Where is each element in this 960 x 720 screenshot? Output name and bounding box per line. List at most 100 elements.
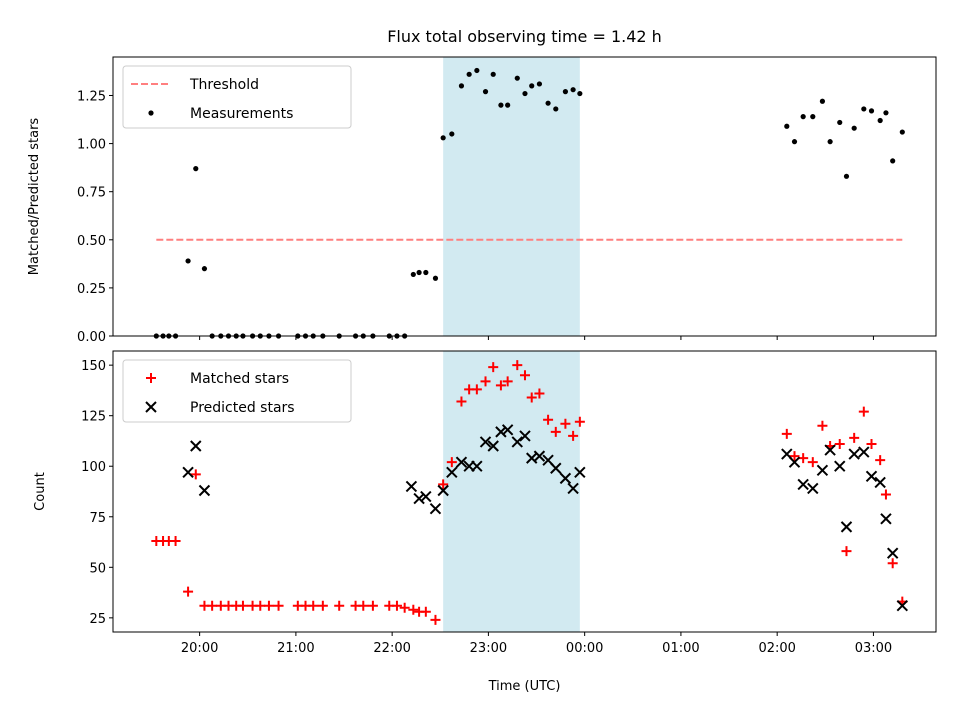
- y-tick-label: 0.00: [77, 330, 106, 345]
- measurement-point: [844, 174, 849, 179]
- matched-star-point: [888, 558, 898, 568]
- y-tick-label: 25: [89, 612, 106, 627]
- measurement-point: [837, 120, 842, 125]
- y-tick-label: 50: [89, 561, 106, 576]
- matched-star-point: [849, 433, 859, 443]
- x-tick-label: 00:00: [566, 641, 603, 656]
- legend-measurement-swatch: [148, 110, 153, 115]
- x-tick-label: 01:00: [662, 641, 699, 656]
- matched-star-point: [421, 607, 431, 617]
- measurement-point: [202, 266, 207, 271]
- measurement-point: [861, 106, 866, 111]
- measurement-point: [801, 114, 806, 119]
- measurement-point: [185, 258, 190, 263]
- measurement-point: [900, 129, 905, 134]
- observing-window-shade: [443, 57, 580, 336]
- predicted-star-point: [199, 485, 209, 495]
- measurement-point: [483, 89, 488, 94]
- measurement-point: [515, 76, 520, 81]
- measurement-point: [522, 91, 527, 96]
- measurement-point: [890, 158, 895, 163]
- predicted-star-point: [808, 483, 818, 493]
- measurement-point: [828, 139, 833, 144]
- top-y-axis-ticks: 0.00 0.25 0.50 0.75 1.00 1.25: [77, 89, 113, 345]
- measurement-point: [537, 81, 542, 86]
- bottom-subplot-counts: 25 50 75 100 125 150 20:00 21:00 22:00 23:00 00:0…: [33, 351, 936, 694]
- matched-star-point: [207, 601, 217, 611]
- bottom-legend: Matched stars Predicted stars: [123, 360, 351, 422]
- matched-star-point: [808, 457, 818, 467]
- predicted-star-point: [867, 471, 877, 481]
- y-tick-label: 75: [89, 511, 106, 526]
- matched-star-point: [318, 601, 328, 611]
- predicted-star-point: [817, 465, 827, 475]
- y-tick-label: 1.00: [77, 138, 106, 153]
- top-y-axis-label: Matched/Predicted stars: [27, 118, 42, 276]
- measurement-point: [792, 139, 797, 144]
- legend-label: Predicted stars: [190, 400, 295, 416]
- predicted-star-point: [406, 481, 416, 491]
- measurement-point: [869, 108, 874, 113]
- predicted-star-point: [841, 522, 851, 532]
- chart-title: Flux total observing time = 1.42 h: [387, 27, 662, 46]
- measurement-point: [193, 166, 198, 171]
- measurement-point: [467, 72, 472, 77]
- matched-star-point: [255, 601, 265, 611]
- measurement-point: [491, 72, 496, 77]
- measurement-point: [571, 87, 576, 92]
- matched-star-point: [430, 615, 440, 625]
- predicted-star-point: [849, 449, 859, 459]
- y-tick-label: 0.25: [77, 282, 106, 297]
- matched-star-point: [392, 601, 402, 611]
- matched-star-point: [308, 601, 318, 611]
- top-legend: Threshold Measurements: [123, 66, 351, 128]
- matched-star-point: [817, 421, 827, 431]
- predicted-star-point: [859, 447, 869, 457]
- measurement-point: [852, 126, 857, 131]
- matched-star-point: [408, 605, 418, 615]
- top-x-axis-ticks: [200, 336, 874, 340]
- matched-star-point: [171, 536, 181, 546]
- matched-star-point: [859, 407, 869, 417]
- measurement-point: [449, 131, 454, 136]
- x-tick-label: 03:00: [855, 641, 892, 656]
- matched-star-point: [183, 587, 193, 597]
- x-tick-label: 02:00: [758, 641, 795, 656]
- measurement-point: [553, 106, 558, 111]
- matched-star-point: [274, 601, 284, 611]
- x-tick-label: 20:00: [181, 641, 218, 656]
- matched-star-point: [835, 439, 845, 449]
- matched-star-point: [881, 490, 891, 500]
- bottom-y-axis-ticks: 25 50 75 100 125 150: [81, 359, 113, 627]
- y-tick-label: 0.50: [77, 234, 106, 249]
- matched-star-point: [264, 601, 274, 611]
- measurement-point: [441, 135, 446, 140]
- bottom-x-axis-ticks: 20:00 21:00 22:00 23:00 00:00 01:00 02:00 03:00: [181, 632, 892, 656]
- observing-window-shade: [443, 351, 580, 632]
- predicted-star-point: [875, 477, 885, 487]
- predicted-star-point: [835, 461, 845, 471]
- measurement-point: [784, 124, 789, 129]
- x-tick-label: 22:00: [373, 641, 410, 656]
- predicted-star-point: [888, 548, 898, 558]
- measurement-point: [545, 101, 550, 106]
- measurement-point: [474, 68, 479, 73]
- matched-star-point: [334, 601, 344, 611]
- y-tick-label: 1.25: [77, 89, 106, 104]
- x-tick-label: 23:00: [470, 641, 507, 656]
- legend-label: Measurements: [190, 106, 293, 122]
- matched-star-point: [782, 429, 792, 439]
- measurement-point: [416, 270, 421, 275]
- predicted-star-point: [798, 479, 808, 489]
- x-axis-label: Time (UTC): [488, 679, 561, 694]
- measurement-point: [529, 83, 534, 88]
- matched-star-point: [368, 601, 378, 611]
- matched-star-point: [238, 601, 248, 611]
- y-tick-label: 100: [81, 460, 106, 475]
- y-tick-label: 150: [81, 359, 106, 374]
- y-tick-label: 125: [81, 410, 106, 425]
- top-subplot-flux-ratio: 0.000.250.500.751.001.25 Flux total obse…: [27, 27, 936, 345]
- measurement-point: [810, 114, 815, 119]
- matched-star-point: [875, 455, 885, 465]
- predicted-star-point: [191, 441, 201, 451]
